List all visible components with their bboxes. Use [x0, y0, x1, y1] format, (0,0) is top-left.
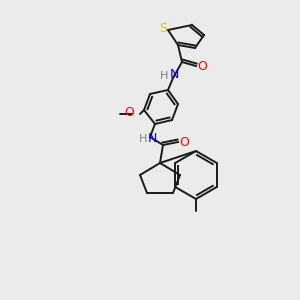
Text: O: O [179, 136, 189, 148]
Text: H: H [160, 71, 168, 81]
Text: O: O [197, 59, 207, 73]
Text: S: S [159, 22, 167, 34]
Text: N: N [169, 68, 179, 82]
Text: N: N [147, 131, 157, 145]
Text: O: O [124, 106, 134, 118]
Text: H: H [139, 134, 147, 144]
